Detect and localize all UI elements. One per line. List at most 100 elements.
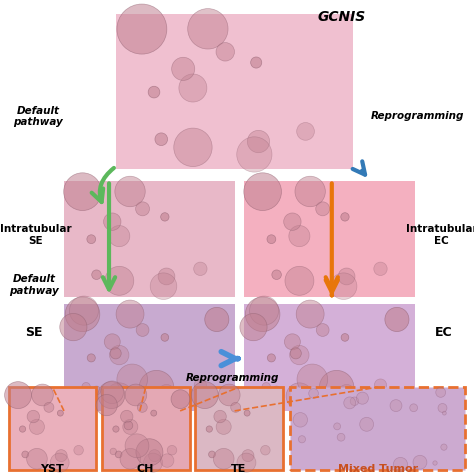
Circle shape: [194, 379, 207, 391]
Circle shape: [74, 446, 83, 455]
Circle shape: [360, 418, 374, 431]
Circle shape: [390, 399, 402, 411]
Circle shape: [374, 262, 387, 276]
Circle shape: [159, 384, 174, 400]
Circle shape: [136, 202, 149, 216]
Circle shape: [161, 333, 169, 341]
Circle shape: [27, 448, 47, 469]
Circle shape: [331, 389, 356, 413]
Circle shape: [216, 43, 235, 61]
Circle shape: [105, 266, 134, 295]
Circle shape: [289, 226, 310, 247]
Circle shape: [125, 434, 149, 458]
Text: Reprogramming: Reprogramming: [186, 372, 279, 383]
Circle shape: [120, 410, 133, 423]
Circle shape: [171, 390, 190, 408]
Circle shape: [246, 297, 280, 332]
Circle shape: [436, 388, 446, 397]
Circle shape: [32, 384, 54, 406]
Text: CH: CH: [137, 464, 154, 474]
Circle shape: [261, 446, 270, 455]
Circle shape: [158, 268, 175, 285]
Text: SE: SE: [26, 326, 43, 339]
Circle shape: [91, 270, 101, 279]
Circle shape: [148, 86, 160, 98]
FancyBboxPatch shape: [64, 180, 235, 297]
Text: EC: EC: [434, 326, 452, 339]
Circle shape: [237, 453, 256, 472]
Circle shape: [50, 453, 69, 472]
Circle shape: [442, 411, 447, 415]
Circle shape: [106, 383, 133, 409]
Circle shape: [290, 348, 301, 359]
Circle shape: [150, 273, 177, 300]
Circle shape: [319, 370, 354, 405]
Circle shape: [410, 404, 418, 412]
Circle shape: [151, 389, 176, 413]
Text: Mixed Tumor: Mixed Tumor: [337, 464, 418, 474]
Circle shape: [206, 426, 212, 432]
Circle shape: [272, 386, 281, 395]
Circle shape: [219, 384, 240, 406]
Circle shape: [374, 379, 387, 391]
Circle shape: [174, 128, 212, 167]
Circle shape: [205, 307, 229, 332]
Circle shape: [55, 450, 67, 462]
Circle shape: [247, 130, 270, 152]
Circle shape: [267, 235, 276, 244]
Circle shape: [151, 410, 157, 416]
Circle shape: [316, 202, 329, 216]
Circle shape: [110, 348, 121, 359]
Circle shape: [22, 451, 28, 458]
Text: Intratubular
SE: Intratubular SE: [0, 224, 72, 246]
Circle shape: [393, 457, 408, 472]
Circle shape: [297, 364, 328, 395]
Circle shape: [350, 397, 359, 406]
Circle shape: [285, 266, 314, 295]
Circle shape: [216, 419, 231, 435]
Circle shape: [283, 213, 301, 230]
Circle shape: [272, 270, 282, 279]
Circle shape: [297, 123, 314, 140]
Circle shape: [438, 403, 447, 412]
Text: GCNIS: GCNIS: [317, 10, 365, 24]
Circle shape: [136, 439, 163, 466]
Circle shape: [69, 296, 99, 325]
Circle shape: [92, 386, 101, 395]
Circle shape: [103, 213, 121, 230]
Circle shape: [334, 423, 341, 430]
Circle shape: [295, 176, 325, 207]
Circle shape: [155, 133, 168, 145]
Circle shape: [101, 381, 124, 404]
FancyBboxPatch shape: [102, 387, 190, 470]
Text: Reprogramming: Reprogramming: [371, 111, 464, 122]
Text: Default
pathway: Default pathway: [9, 274, 59, 296]
Circle shape: [117, 364, 147, 395]
Circle shape: [182, 390, 200, 407]
Circle shape: [57, 410, 64, 416]
Circle shape: [104, 334, 120, 350]
Circle shape: [309, 389, 319, 398]
Circle shape: [231, 402, 241, 412]
Circle shape: [339, 384, 355, 400]
Circle shape: [330, 273, 357, 300]
Circle shape: [413, 456, 427, 469]
Circle shape: [188, 9, 228, 49]
FancyBboxPatch shape: [290, 387, 465, 470]
FancyBboxPatch shape: [64, 304, 235, 411]
Circle shape: [385, 307, 409, 332]
Circle shape: [109, 345, 129, 365]
Circle shape: [87, 354, 95, 362]
Circle shape: [115, 176, 145, 207]
Circle shape: [344, 397, 356, 409]
Circle shape: [123, 419, 138, 435]
Circle shape: [5, 381, 31, 408]
FancyBboxPatch shape: [195, 387, 283, 470]
Circle shape: [139, 370, 174, 405]
Circle shape: [433, 461, 437, 465]
Circle shape: [179, 74, 207, 102]
Circle shape: [341, 213, 349, 221]
Circle shape: [27, 410, 39, 423]
Circle shape: [213, 448, 234, 469]
Circle shape: [167, 446, 177, 455]
